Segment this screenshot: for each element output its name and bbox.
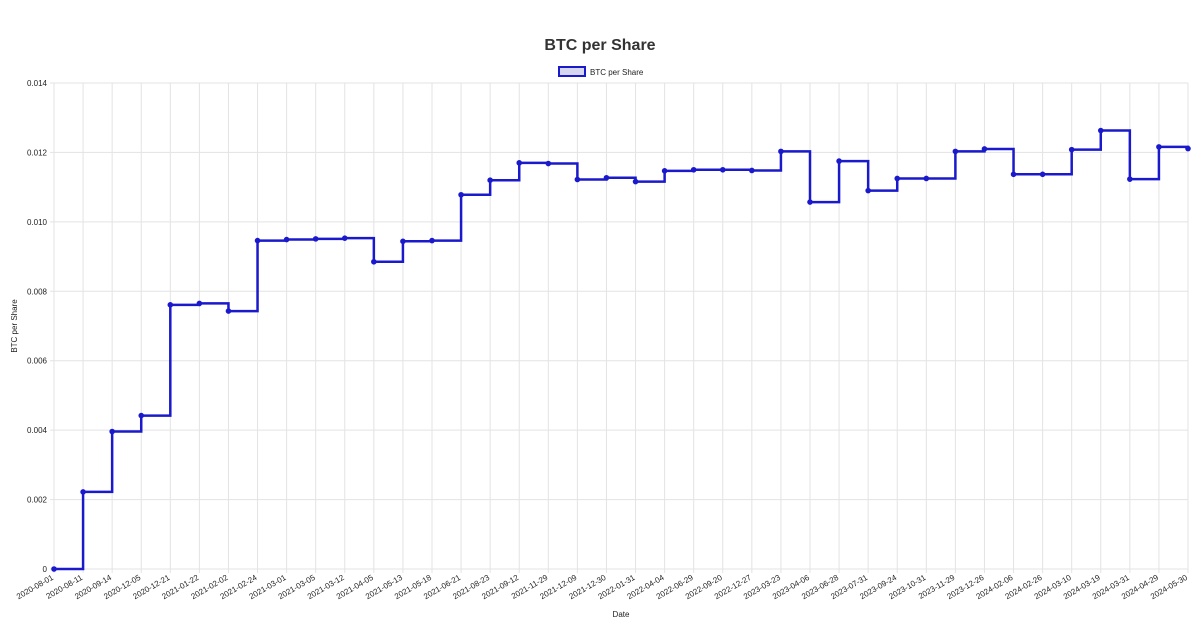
data-point[interactable] — [1068, 146, 1075, 153]
data-point[interactable] — [487, 177, 493, 183]
data-point[interactable] — [1010, 171, 1017, 178]
data-point[interactable] — [138, 412, 145, 419]
data-point[interactable] — [109, 428, 115, 435]
data-point[interactable] — [981, 146, 988, 152]
data-point[interactable] — [749, 167, 755, 174]
series-layer — [51, 127, 1191, 572]
data-point[interactable] — [225, 308, 232, 314]
y-tick-label: 0.002 — [27, 496, 48, 505]
data-point[interactable] — [1097, 127, 1104, 134]
data-point[interactable] — [167, 302, 174, 308]
data-point[interactable] — [1127, 176, 1133, 182]
data-point[interactable] — [371, 258, 377, 265]
data-point[interactable] — [807, 199, 813, 205]
data-point[interactable] — [516, 160, 523, 166]
data-point[interactable] — [690, 166, 697, 173]
data-point[interactable] — [923, 175, 930, 182]
data-point[interactable] — [719, 166, 726, 173]
legend[interactable]: BTC per Share — [558, 66, 644, 77]
legend-swatch — [558, 66, 586, 77]
y-tick-label: 0.008 — [27, 287, 48, 296]
y-tick-label: 0 — [43, 565, 48, 574]
y-axis-title: BTC per Share — [10, 299, 19, 353]
data-point[interactable] — [429, 237, 435, 244]
data-point[interactable] — [254, 237, 261, 244]
y-tick-label: 0.004 — [27, 426, 48, 435]
data-point[interactable] — [312, 236, 319, 242]
data-point[interactable] — [778, 148, 784, 155]
y-tick-label: 0.014 — [27, 79, 48, 88]
data-point[interactable] — [894, 175, 901, 182]
y-axis-ticks: 0 0.002 0.004 0.006 0.008 0.010 0.012 0.014 — [27, 79, 48, 574]
data-point[interactable] — [661, 168, 668, 174]
data-point[interactable] — [458, 191, 464, 198]
data-point[interactable] — [865, 187, 871, 194]
data-point[interactable] — [1039, 171, 1046, 178]
series-line — [54, 129, 1190, 571]
data-point[interactable] — [283, 236, 290, 243]
data-point[interactable] — [952, 148, 959, 155]
data-point[interactable] — [836, 158, 842, 164]
data-point[interactable] — [400, 238, 406, 245]
y-tick-label: 0.010 — [27, 218, 48, 227]
y-tick-label: 0.012 — [27, 148, 48, 157]
data-point[interactable] — [80, 489, 86, 495]
x-axis-title: Date — [613, 610, 630, 619]
x-axis-ticks: 2020-08-012020-08-112020-09-142020-12-05… — [15, 573, 1189, 602]
data-point[interactable] — [341, 235, 348, 241]
grid — [50, 82, 1189, 573]
data-point[interactable] — [632, 178, 639, 185]
data-point[interactable] — [51, 566, 57, 572]
data-point[interactable] — [574, 176, 581, 183]
data-point[interactable] — [1156, 144, 1162, 150]
data-point[interactable] — [196, 300, 203, 307]
data-point[interactable] — [603, 174, 610, 181]
data-point[interactable] — [545, 160, 552, 167]
data-point[interactable] — [1185, 145, 1191, 152]
chart-title: BTC per Share — [544, 37, 655, 54]
y-tick-label: 0.006 — [27, 357, 48, 366]
legend-label: BTC per Share — [590, 68, 644, 77]
